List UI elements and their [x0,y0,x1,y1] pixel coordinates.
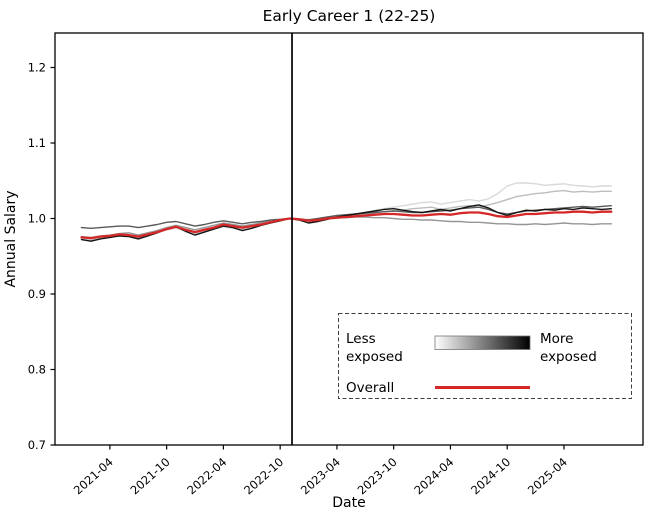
y-tick-label: 0.8 [28,363,46,377]
y-tick-label: 0.7 [28,438,46,452]
series-line-overall [80,210,613,240]
x-tick-label: 2024-10 [468,455,513,498]
legend-border [338,313,632,399]
y-tick-label: 1.2 [28,61,46,75]
legend-label-less-exposed: Less exposed [346,331,403,365]
exposure-gradient-bar [434,335,531,350]
legend: Less exposed More exposed Overall [338,313,632,399]
series-line-quintile-3 [80,216,612,239]
x-tick-label: 2024-04 [411,455,456,498]
plot-area-border [54,32,644,446]
y-tick-label: 1.1 [28,136,46,150]
x-axis-title: Date [332,495,365,511]
x-tick-label: 2022-04 [184,455,229,498]
legend-label-overall: Overall [346,380,394,396]
legend-label-more-exposed: More exposed [540,331,597,365]
x-tick-label: 2021-04 [71,455,116,498]
y-axis-ticks: 0.7 0.8 0.9 1.0 1.1 1.2 [28,61,55,452]
series-lines [80,182,613,242]
x-tick-label: 2022-10 [241,455,286,498]
x-tick-label: 2025-04 [525,455,570,498]
x-axis-ticks: 2021-04 2021-10 2022-04 2022-10 2023-04 2023-… [71,445,570,497]
y-tick-label: 1.0 [28,212,46,226]
y-axis-title: Annual Salary [3,190,19,287]
x-tick-label: 2023-04 [298,455,343,498]
y-tick-label: 0.9 [28,287,46,301]
chart-title: Early Career 1 (22-25) [263,7,436,25]
x-tick-label: 2023-10 [355,455,400,498]
x-tick-label: 2021-10 [128,455,173,498]
